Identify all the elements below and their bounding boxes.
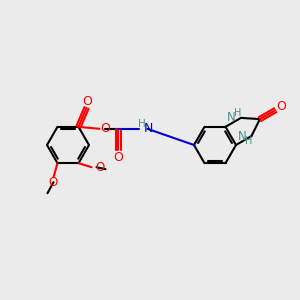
Text: O: O <box>113 151 123 164</box>
Text: O: O <box>82 95 92 108</box>
Text: O: O <box>100 122 110 135</box>
Text: O: O <box>95 161 105 174</box>
Text: N: N <box>227 111 236 124</box>
Text: O: O <box>49 176 58 189</box>
Text: O: O <box>276 100 286 113</box>
Text: H: H <box>234 108 242 118</box>
Text: H: H <box>245 136 252 146</box>
Text: N: N <box>143 122 153 135</box>
Text: N: N <box>238 130 247 142</box>
Text: H: H <box>137 119 145 129</box>
